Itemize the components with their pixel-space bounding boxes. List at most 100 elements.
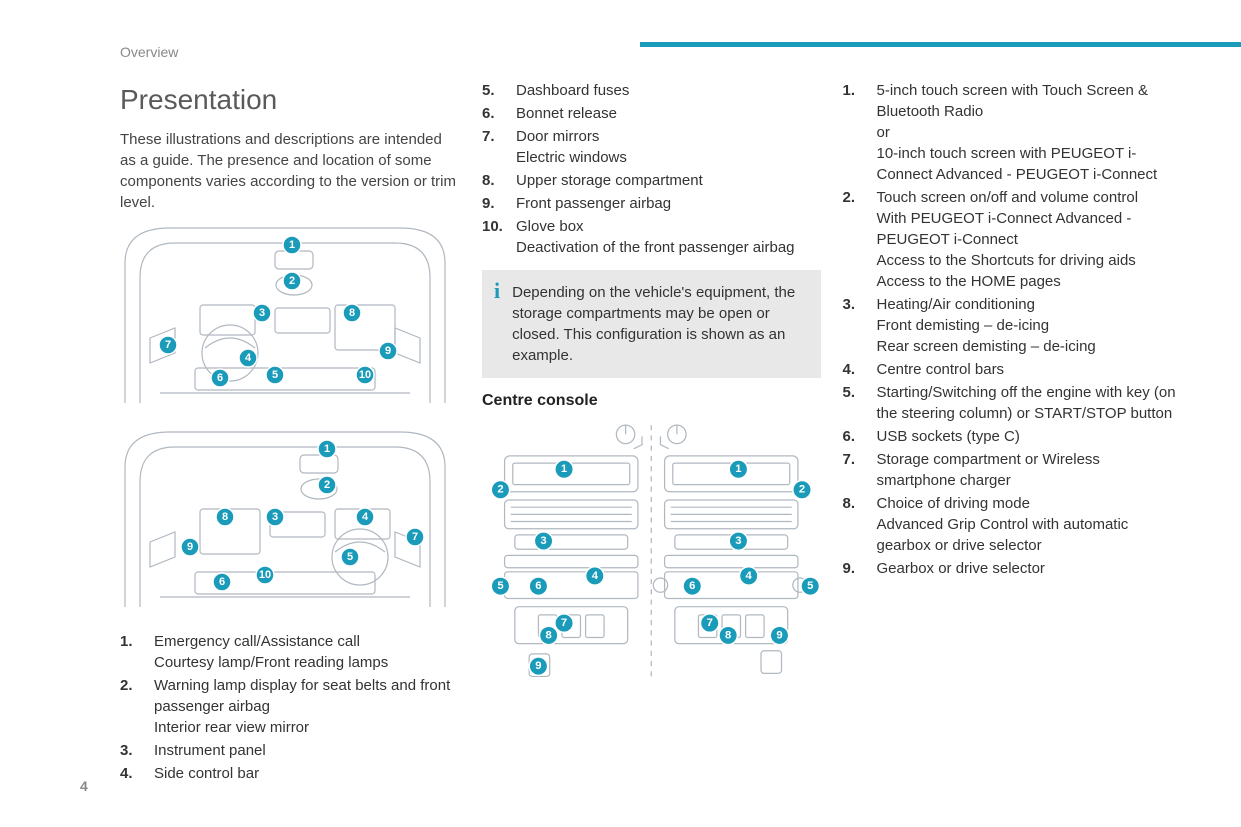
item-text: Centre control bars	[877, 359, 1182, 380]
item-text: Dashboard fuses	[516, 80, 821, 101]
callout-number: 9	[187, 541, 193, 553]
callout-number: 5	[497, 581, 503, 593]
item-number: 6.	[482, 103, 504, 124]
callout-number: 8	[546, 630, 552, 642]
list-item: 3. Instrument panel	[120, 740, 460, 761]
callout-number: 6	[219, 576, 225, 588]
callout-number: 10	[359, 369, 371, 381]
section-name: Overview	[120, 44, 178, 60]
callout-number: 7	[707, 617, 713, 629]
item-text: Instrument panel	[154, 740, 460, 761]
list-item: 10. Glove boxDeactivation of the front pa…	[482, 216, 821, 258]
item-text: Bonnet release	[516, 103, 821, 124]
callout-number: 3	[272, 511, 278, 523]
list-item: 5. Starting/Switching off the engine with…	[843, 382, 1182, 424]
column-right: 1.5-inch touch screen with Touch Screen …	[843, 80, 1182, 787]
item-text: Storage compartment or Wireless smartpho…	[877, 449, 1182, 491]
page-title: Presentation	[120, 80, 460, 119]
info-note-box: i Depending on the vehicle's equipment, …	[482, 270, 821, 378]
item-text: Front passenger airbag	[516, 193, 821, 214]
callout-number: 4	[746, 570, 753, 582]
item-text: Gearbox or drive selector	[877, 558, 1182, 579]
item-number: 2.	[120, 675, 142, 738]
item-number: 1.	[120, 631, 142, 673]
callout-number: 5	[347, 551, 353, 563]
top-accent-bar	[640, 42, 1241, 47]
callout-number: 7	[412, 531, 418, 543]
item-number: 5.	[482, 80, 504, 101]
callout-number: 1	[561, 464, 567, 476]
callout-number: 7	[165, 339, 171, 351]
item-text: USB sockets (type C)	[877, 426, 1182, 447]
item-number: 3.	[843, 294, 865, 357]
callout-number: 7	[561, 617, 567, 629]
item-number: 9.	[482, 193, 504, 214]
item-text: Warning lamp display for seat belts and …	[154, 675, 460, 738]
callout-number: 6	[217, 372, 223, 384]
item-text: Side control bar	[154, 763, 460, 784]
page-number: 4	[80, 777, 88, 797]
item-number: 10.	[482, 216, 504, 258]
callout-number: 5	[807, 581, 813, 593]
item-number: 6.	[843, 426, 865, 447]
item-number: 9.	[843, 558, 865, 579]
list-item: 7.Door mirrorsElectric windows	[482, 126, 821, 168]
item-number: 1.	[843, 80, 865, 185]
callout-number: 3	[259, 307, 265, 319]
list-item: 4. Centre control bars	[843, 359, 1182, 380]
item-number: 7.	[843, 449, 865, 491]
list-item: 9. Front passenger airbag	[482, 193, 821, 214]
callout-number: 1	[324, 443, 330, 455]
item-number: 8.	[482, 170, 504, 191]
item-text: Starting/Switching off the engine with k…	[877, 382, 1182, 424]
list-item: 1.5-inch touch screen with Touch Screen …	[843, 80, 1182, 185]
dashboard-legend-center: 5. Dashboard fuses 6. Bonnet release7.Door …	[482, 80, 821, 258]
callout-number: 5	[272, 369, 278, 381]
callout-number: 2	[324, 479, 330, 491]
callout-number: 2	[289, 275, 295, 287]
dashboard-diagram-lhd: 12345678910	[120, 223, 450, 419]
item-text: Touch screen on/off and volume controlWi…	[877, 187, 1182, 292]
callout-number: 1	[289, 239, 295, 251]
list-item: 7. Storage compartment or Wireless smartp…	[843, 449, 1182, 491]
callout-number: 6	[535, 581, 541, 593]
item-number: 5.	[843, 382, 865, 424]
column-left: Presentation These illustrations and des…	[120, 80, 460, 787]
callout-number: 9	[385, 345, 391, 357]
callout-number: 2	[497, 484, 503, 496]
item-text: Emergency call/Assistance callCourtesy l…	[154, 631, 460, 673]
callout-number: 8	[222, 511, 228, 523]
list-item: 8.Choice of driving modeAdvanced Grip Co…	[843, 493, 1182, 556]
list-item: 1. Emergency call/Assistance callCourtesy…	[120, 631, 460, 673]
dashboard-diagram-rhd: 1 2 3 4 5 6 7 8 9 10	[120, 427, 450, 623]
list-item: 2.Touch screen on/off and volume control…	[843, 187, 1182, 292]
callout-number: 3	[540, 535, 546, 547]
callout-number: 4	[245, 352, 252, 364]
callout-number: 9	[535, 661, 541, 673]
item-text: Upper storage compartment	[516, 170, 821, 191]
item-number: 4.	[843, 359, 865, 380]
column-center: 5. Dashboard fuses 6. Bonnet release7.Door …	[482, 80, 821, 787]
callout-number: 10	[259, 569, 271, 581]
list-item: 6. USB sockets (type C)	[843, 426, 1182, 447]
callout-number: 9	[776, 630, 782, 642]
callout-number: 3	[735, 535, 741, 547]
callout-number: 4	[362, 511, 369, 523]
item-number: 3.	[120, 740, 142, 761]
item-text: Heating/Air conditioningFront demisting …	[877, 294, 1182, 357]
info-icon: i	[494, 280, 500, 302]
centre-console-legend: 1.5-inch touch screen with Touch Screen …	[843, 80, 1182, 579]
callout-number: 6	[689, 581, 695, 593]
callout-number: 4	[592, 570, 599, 582]
list-item: 6. Bonnet release	[482, 103, 821, 124]
callout-number: 8	[725, 630, 731, 642]
item-text: Door mirrorsElectric windows	[516, 126, 821, 168]
list-item: 4.Side control bar	[120, 763, 460, 784]
list-item: 3.Heating/Air conditioningFront demistin…	[843, 294, 1182, 357]
callout-number: 1	[735, 464, 741, 476]
item-text: Glove boxDeactivation of the front passe…	[516, 216, 821, 258]
intro-text: These illustrations and descriptions are…	[120, 129, 460, 213]
list-item: 2.Warning lamp display for seat belts an…	[120, 675, 460, 738]
info-note-text: Depending on the vehicle's equipment, th…	[512, 282, 808, 366]
centre-console-diagram: 123456789123456789	[482, 420, 821, 693]
